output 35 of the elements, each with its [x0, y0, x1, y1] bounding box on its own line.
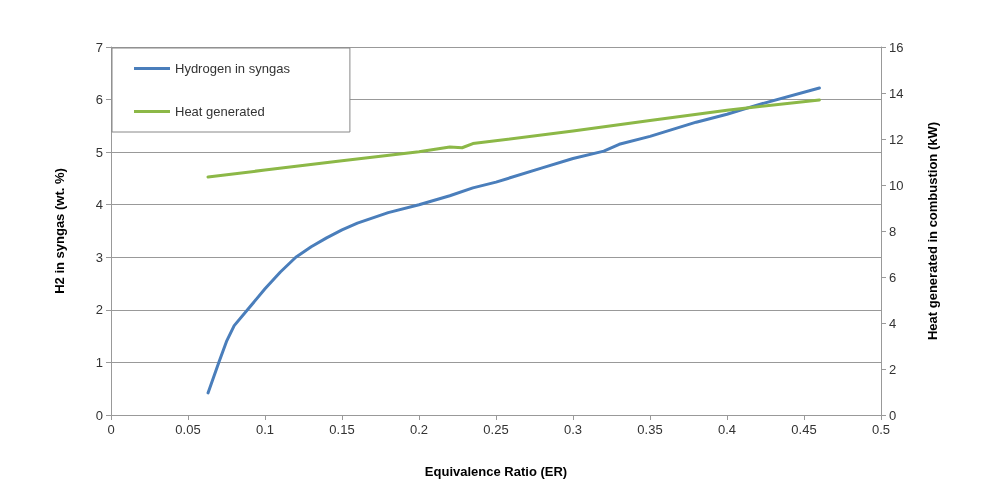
x-tick-label: 0.45 — [791, 422, 817, 437]
y2-tick-label: 2 — [889, 361, 897, 377]
y2-tick-label: 8 — [889, 223, 897, 239]
y2-tick-label: 12 — [889, 131, 904, 147]
y-tick-label: 4 — [95, 197, 103, 213]
x-axis-title: Equivalence Ratio (ER) — [424, 464, 568, 479]
y2-tick-label: 10 — [889, 177, 904, 193]
y-tick-label: 2 — [95, 302, 103, 318]
x-tick-label: 0.5 — [871, 422, 891, 437]
x-tick-label: 0.15 — [329, 422, 355, 437]
x-tick-label: 0.3 — [563, 422, 583, 437]
x-tick-label: 0.1 — [255, 422, 275, 437]
legend-label: Heat generated — [175, 104, 265, 119]
y2-axis-title: Heat generated in combustion (kW) — [925, 121, 940, 341]
line-series — [206, 86, 821, 395]
y-tick-label: 0 — [95, 407, 103, 423]
y2-tick-label: 14 — [889, 85, 904, 101]
y2-tick-label: 16 — [889, 39, 904, 55]
x-tick-label: 0.2 — [409, 422, 429, 437]
y2-tick-label: 0 — [889, 407, 897, 423]
y-axis-title: H2 in syngas (wt. %) — [52, 168, 67, 294]
x-tick-label: 0.4 — [717, 422, 737, 437]
x-tick-label: 0 — [107, 422, 115, 437]
x-tick-label: 0.25 — [483, 422, 509, 437]
x-tick-label: 0.05 — [175, 422, 201, 437]
legend-label: Hydrogen in syngas — [175, 61, 291, 76]
y-tick-label: 7 — [95, 39, 103, 55]
y-tick-label: 1 — [95, 354, 103, 370]
y-tick-label: 3 — [95, 249, 103, 265]
line-series — [206, 98, 821, 179]
y-tick-label: 6 — [95, 92, 103, 108]
x-tick-label: 0.35 — [637, 422, 663, 437]
y2-tick-label: 6 — [889, 269, 897, 285]
y-tick-label: 5 — [95, 144, 103, 160]
y2-tick-label: 4 — [889, 315, 897, 331]
